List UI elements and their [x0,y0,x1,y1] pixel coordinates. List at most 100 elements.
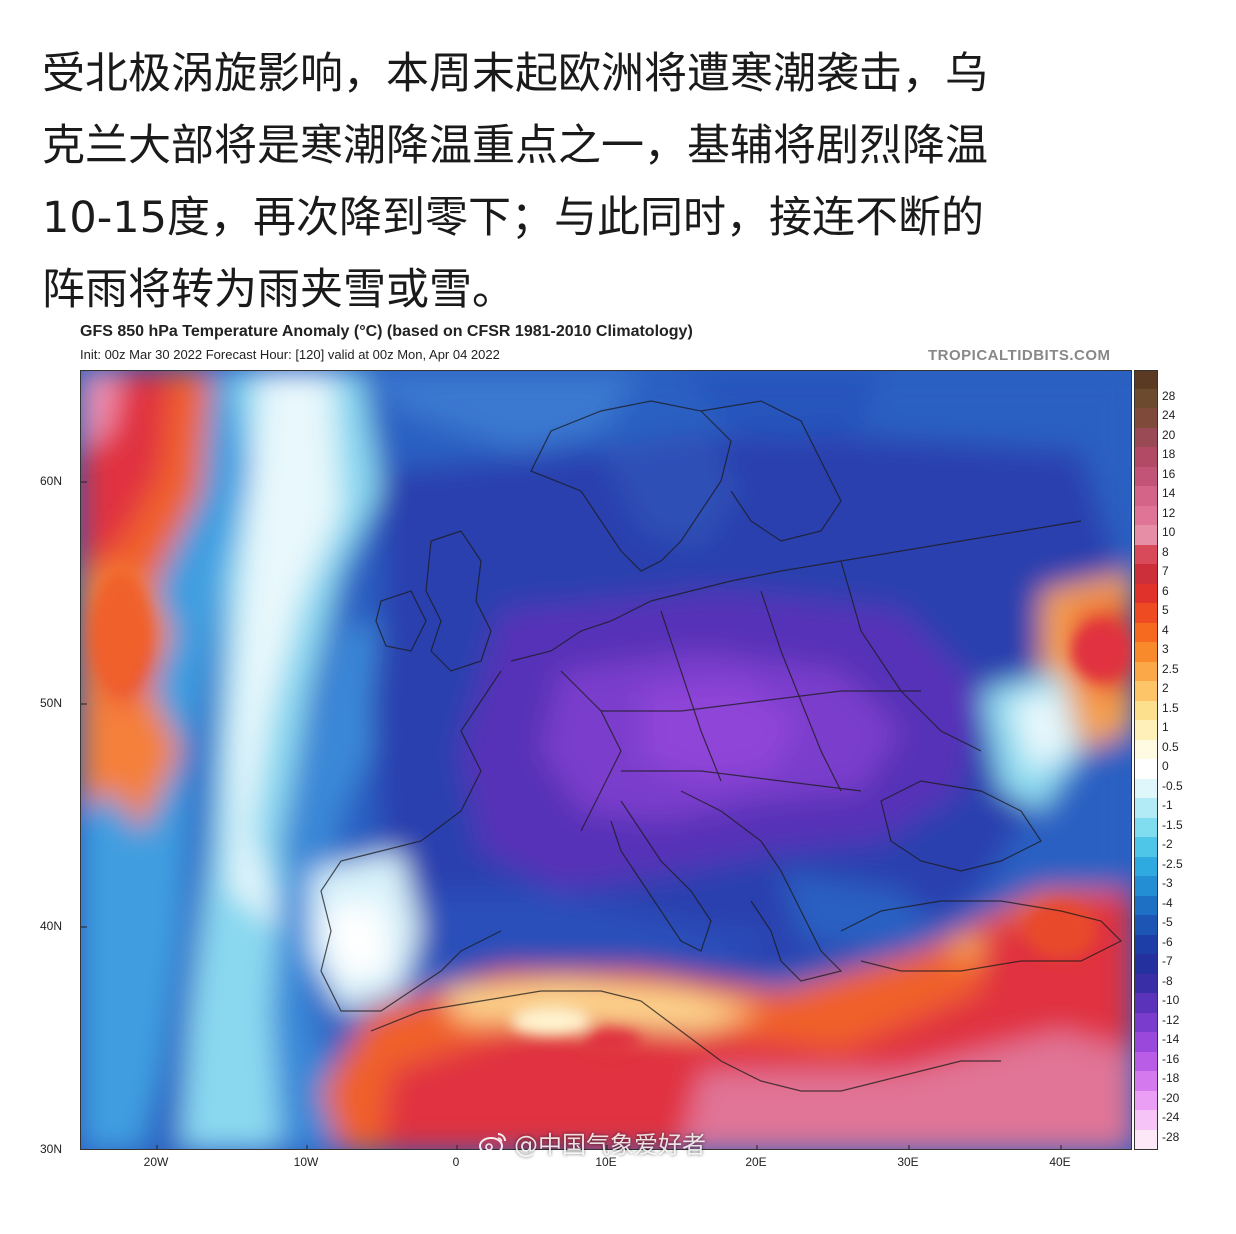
colorbar-segment [1135,1090,1157,1111]
watermark-text: @中国气象爱好者 [514,1131,706,1159]
post-text: 受北极涡旋影响，本周末起欧洲将遭寒潮袭击，乌 克兰大部将是寒潮降温重点之一，基辅… [42,38,1192,326]
colorbar-segment [1135,973,1157,994]
colorbar-segment [1135,954,1157,975]
colorbar-segment [1135,837,1157,858]
colorbar-segment [1135,466,1157,487]
lat-label-40n: 40N [40,919,63,933]
colorbar-segment [1135,798,1157,819]
colorbar-label: -1 [1162,798,1173,813]
anomaly-detail [91,571,1131,1053]
anomaly-map [80,370,1132,1150]
colorbar-label: 5 [1162,603,1169,618]
colorbar-label: -12 [1162,1012,1180,1027]
colorbar-segment [1135,583,1157,604]
post-line-1: 受北极涡旋影响，本周末起欧洲将遭寒潮袭击，乌 [42,49,988,99]
colorbar-segment [1135,408,1157,429]
lon-label-30e: 30E [897,1155,919,1169]
lat-label-50n: 50N [40,696,63,710]
colorbar-segment [1135,544,1157,565]
watermark: @中国气象爱好者 [478,1125,706,1160]
colorbar-label: -3 [1162,876,1173,891]
colorbar-label: -7 [1162,954,1173,969]
lon-label-20w: 20W [143,1155,169,1169]
post-line-3: 10-15度，再次降到零下；与此同时，接连不断的 [42,193,984,243]
colorbar-segment [1135,1012,1157,1033]
colorbar-segment [1135,681,1157,702]
colorbar-label: -8 [1162,973,1173,988]
lat-label-60n: 60N [40,474,63,488]
map-credit: TROPICALTIDBITS.COM [928,347,1111,364]
weibo-icon [479,1132,506,1155]
post-line-2: 克兰大部将是寒潮降温重点之一，基辅将剧烈降温 [42,121,988,171]
colorbar-label: 28 [1162,389,1176,403]
colorbar-segment [1135,739,1157,760]
colorbar-label: -6 [1162,934,1173,949]
colorbar-label: 1 [1162,720,1169,735]
colorbar-label: -18 [1162,1071,1180,1086]
colorbar-segment [1135,525,1157,546]
colorbar-segment [1135,505,1157,526]
colorbar-segment [1135,915,1157,936]
anomaly-map-canvas [81,371,1131,1149]
colorbar-label: 14 [1162,486,1176,501]
colorbar-label: -5 [1162,915,1173,930]
colorbar-label: 18 [1162,447,1176,462]
colorbar-segment [1135,1071,1157,1092]
lon-label-10w: 10W [293,1155,319,1169]
colorbar-label: -16 [1162,1051,1180,1066]
colorbar-segment [1135,427,1157,448]
colorbar-segment [1135,622,1157,643]
colorbar-label: 2 [1162,681,1169,696]
colorbar-label: -20 [1162,1090,1180,1105]
colorbar-segment [1135,1051,1157,1072]
map-title: GFS 850 hPa Temperature Anomaly (°C) (ba… [80,323,693,340]
colorbar-label: -14 [1162,1032,1180,1047]
colorbar-segment [1135,486,1157,507]
colorbar-segment [1135,934,1157,955]
colorbar-label: 20 [1162,427,1176,442]
colorbar-segment [1135,642,1157,663]
colorbar-segment [1135,778,1157,799]
colorbar-segment [1135,389,1157,409]
colorbar-label: -2.5 [1162,856,1183,871]
colorbar-label: 0.5 [1162,739,1179,754]
colorbar-label: 24 [1162,408,1176,423]
map-subtitle: Init: 00z Mar 30 2022 Forecast Hour: [12… [80,347,500,362]
colorbar-segment [1135,817,1157,838]
colorbar-label: -2 [1162,837,1173,852]
colorbar-label: 3 [1162,642,1169,657]
colorbar-segment [1135,720,1157,741]
colorbar-label: -10 [1162,993,1180,1008]
lon-label-20e: 20E [745,1155,767,1169]
colorbar-label: -1.5 [1162,817,1183,832]
colorbar-segment [1135,661,1157,682]
lat-label-30n: 30N [40,1142,63,1156]
colorbar-label: 12 [1162,505,1176,520]
colorbar-label: -4 [1162,895,1173,910]
colorbar-segment [1135,856,1157,877]
colorbar-label: 7 [1162,564,1169,579]
colorbar [1134,370,1158,1150]
colorbar-segment [1135,564,1157,585]
coastlines [320,400,1123,1092]
colorbar-segment [1135,700,1157,721]
colorbar-label: -28 [1162,1129,1180,1144]
colorbar-label: 10 [1162,525,1176,540]
colorbar-label: 2.5 [1162,661,1179,676]
lon-label-40e: 40E [1049,1155,1071,1169]
colorbar-label: 4 [1162,622,1169,637]
colorbar-label: 16 [1162,466,1176,481]
colorbar-segment [1135,759,1157,780]
colorbar-cap [1135,371,1157,389]
anomaly-field [81,371,1131,1149]
post-line-4: 阵雨将转为雨夹雪或雪。 [42,265,515,315]
lon-label-0: 0 [452,1155,460,1169]
colorbar-segment [1135,1110,1157,1130]
colorbar-segment [1135,876,1157,897]
colorbar-segment [1135,993,1157,1014]
colorbar-label: 6 [1162,583,1169,598]
colorbar-segment [1135,1129,1157,1150]
colorbar-label: -24 [1162,1110,1180,1125]
colorbar-label: 1.5 [1162,700,1179,715]
colorbar-segment [1135,895,1157,916]
